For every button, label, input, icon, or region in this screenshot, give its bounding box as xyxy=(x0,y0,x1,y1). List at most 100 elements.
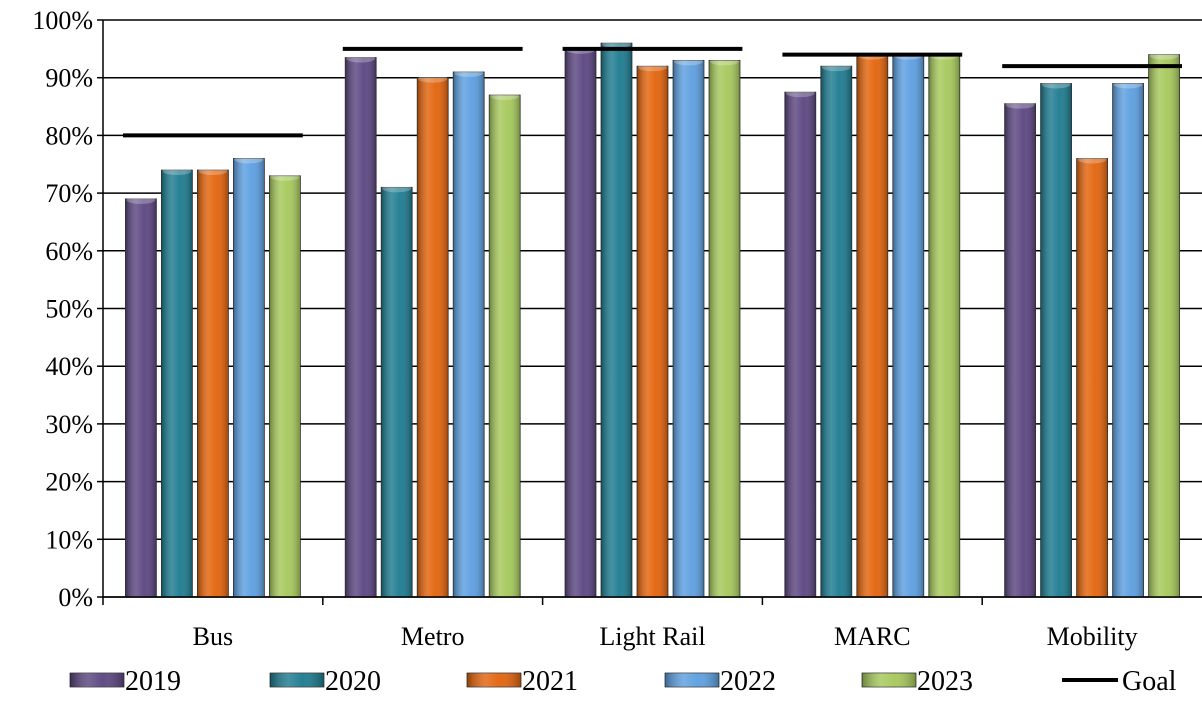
bar-cap xyxy=(418,74,448,83)
bar-2019-mobility xyxy=(1004,100,1036,598)
bar-shading xyxy=(637,66,668,597)
bar-2022-metro xyxy=(452,68,485,598)
x-category-label: MARC xyxy=(834,622,911,651)
y-tick-label: 80% xyxy=(45,121,93,150)
bar-2019-light-rail xyxy=(564,45,597,598)
y-axis: 0% 10% 20% 30% 40% 50% 60% 70% 80% 90% 100% xyxy=(32,6,103,612)
y-tick-label: 60% xyxy=(45,237,93,266)
bar-shading xyxy=(269,175,301,598)
bar-2023-bus xyxy=(268,172,301,598)
bar-shading xyxy=(1148,54,1180,598)
bar-2023-mobility xyxy=(1148,51,1180,598)
bar-2019-metro xyxy=(344,54,377,598)
legend-label: Goal xyxy=(1122,666,1177,697)
legend-label: 2023 xyxy=(917,666,973,697)
bar-shading xyxy=(892,54,924,598)
bar-2021-mobility xyxy=(1076,155,1108,598)
bar-2022-marc xyxy=(892,51,925,598)
bar-cap xyxy=(162,167,192,176)
legend-label: 2020 xyxy=(325,666,381,697)
bar-2022-bus xyxy=(232,155,265,598)
bar-2020-marc xyxy=(820,63,853,598)
bar-cap xyxy=(490,92,520,101)
legend-label: 2021 xyxy=(522,666,578,697)
bar-cap xyxy=(1005,100,1035,109)
legend-item-2021: 2021 xyxy=(466,666,578,697)
bar-shading xyxy=(856,54,888,598)
bar-shading xyxy=(928,54,960,598)
legend-label: 2022 xyxy=(720,666,776,697)
bar-cap xyxy=(785,89,815,98)
legend-swatch-shading xyxy=(270,673,324,687)
legend-swatch-shading xyxy=(467,673,521,687)
legend-item-2023: 2023 xyxy=(861,666,973,697)
bar-2023-light-rail xyxy=(708,57,741,598)
goal-lines xyxy=(123,46,1182,138)
bar-shading xyxy=(601,43,632,597)
bar-cap xyxy=(382,184,412,193)
bar-cap xyxy=(270,172,300,181)
bar-2021-metro xyxy=(416,74,449,598)
bar-cap xyxy=(1113,80,1143,89)
bar-cap xyxy=(674,57,703,66)
bar-shading xyxy=(673,60,704,597)
y-tick-label: 40% xyxy=(45,352,93,381)
bar-cap xyxy=(1077,155,1107,164)
bar-cap xyxy=(1149,51,1179,60)
bar-shading xyxy=(1004,103,1036,597)
x-category-label: Bus xyxy=(193,622,233,651)
y-tick-label: 10% xyxy=(45,525,93,554)
legend-item-2020: 2020 xyxy=(269,666,381,697)
bar-2021-light-rail xyxy=(636,63,669,598)
bar-cap xyxy=(638,63,667,72)
bar-shading xyxy=(345,57,377,597)
bar-cap xyxy=(1041,80,1071,89)
bar-2023-metro xyxy=(488,92,521,598)
x-axis: Bus Metro Light Rail MARC Mobility xyxy=(102,20,1202,651)
bar-2021-marc xyxy=(856,51,889,598)
bar-2022-mobility xyxy=(1112,80,1144,598)
x-category-label: Light Rail xyxy=(599,622,705,651)
x-category-label: Mobility xyxy=(1047,622,1138,651)
legend-swatch-shading xyxy=(862,673,916,687)
bar-shading xyxy=(125,198,157,597)
bar-shading xyxy=(1112,83,1144,598)
bar-shading xyxy=(1040,83,1072,598)
bar-2020-light-rail xyxy=(600,40,633,598)
bar-2022-light-rail xyxy=(672,57,705,598)
legend-swatch-shading xyxy=(665,673,719,687)
bar-shading xyxy=(161,170,193,597)
bar-shading xyxy=(489,95,521,597)
bar-2019-bus xyxy=(125,195,157,598)
bar-2019-marc xyxy=(784,89,817,598)
bar-2020-bus xyxy=(160,167,193,598)
bar-2023-marc xyxy=(928,51,961,598)
legend-label: 2019 xyxy=(125,666,181,697)
legend-item-2022: 2022 xyxy=(664,666,776,697)
bar-shading xyxy=(381,187,413,597)
bar-2020-mobility xyxy=(1040,80,1072,598)
bars xyxy=(125,40,1180,598)
bar-shading xyxy=(565,48,596,598)
bar-shading xyxy=(1076,158,1108,598)
y-tick-label: 0% xyxy=(58,583,93,612)
legend: 2019 2020 2021 2022 2023 Goal xyxy=(69,666,1177,697)
bar-shading xyxy=(820,66,852,597)
legend-swatch-shading xyxy=(70,673,124,687)
x-category-label: Metro xyxy=(401,622,465,651)
bar-shading xyxy=(784,92,816,597)
y-tick-label: 70% xyxy=(45,179,93,208)
bar-shading xyxy=(709,60,740,597)
bar-cap xyxy=(454,68,484,77)
bar-2020-metro xyxy=(380,184,413,598)
bar-2021-bus xyxy=(196,167,229,598)
y-tick-label: 20% xyxy=(45,468,93,497)
bar-shading xyxy=(417,77,449,597)
bar-cap xyxy=(234,155,264,164)
y-tick-label: 30% xyxy=(45,410,93,439)
y-tick-label: 50% xyxy=(45,295,93,324)
bar-cap xyxy=(126,195,156,204)
y-tick-label: 90% xyxy=(45,64,93,93)
bar-shading xyxy=(233,158,265,598)
